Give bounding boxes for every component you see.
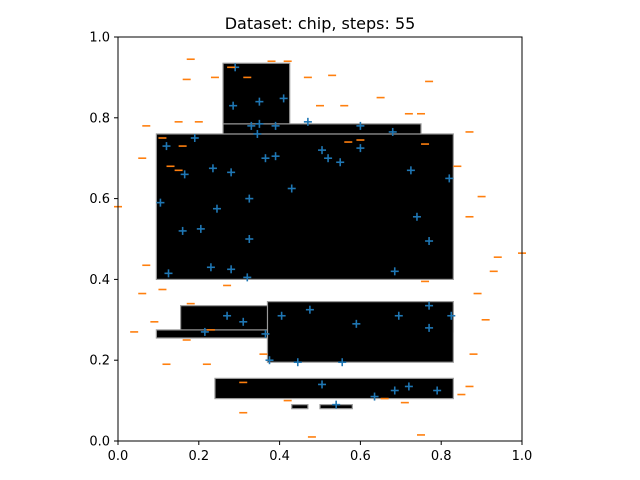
plus-marker xyxy=(261,329,270,338)
plus-marker xyxy=(156,198,165,207)
plus-marker xyxy=(336,158,345,167)
plus-marker xyxy=(190,134,199,142)
plus-marker xyxy=(404,382,413,391)
plus-marker xyxy=(196,224,205,233)
plus-marker xyxy=(200,327,209,336)
x-tick-label: 0.2 xyxy=(188,449,209,464)
plus-marker xyxy=(394,311,403,320)
decision-region xyxy=(155,62,454,410)
plus-marker xyxy=(277,311,286,320)
plus-marker xyxy=(356,144,365,153)
plus-marker xyxy=(388,127,397,136)
y-tick-label: 0.0 xyxy=(89,435,110,450)
plus-marker xyxy=(445,174,454,183)
plus-marker xyxy=(390,386,399,395)
plus-marker xyxy=(318,146,327,155)
plus-marker xyxy=(245,235,254,243)
y-axis: 0.0 0.2 0.4 0.6 0.8 1.0 xyxy=(89,31,118,450)
region-block xyxy=(222,123,422,135)
plus-marker xyxy=(390,267,399,276)
plus-marker xyxy=(229,101,238,110)
plot-area-frame xyxy=(117,36,523,442)
y-tick-label: 0.4 xyxy=(89,273,110,288)
plus-marker xyxy=(293,358,302,367)
region-block xyxy=(155,329,271,339)
plus-marker xyxy=(243,273,252,282)
chart-title: Dataset: chip, steps: 55 xyxy=(225,14,416,33)
plus-marker xyxy=(303,117,312,126)
plus-marker xyxy=(433,386,442,395)
plus-marker xyxy=(447,311,456,320)
plus-marker xyxy=(324,154,333,163)
x-tick-label: 0.6 xyxy=(350,449,371,464)
plus-marker xyxy=(208,164,217,173)
plus-marker xyxy=(227,168,236,177)
y-tick-label: 1.0 xyxy=(89,31,110,46)
region-block xyxy=(291,404,309,410)
x-tick-label: 0.4 xyxy=(269,449,290,464)
plus-marker xyxy=(227,265,236,274)
plus-marker xyxy=(425,237,434,246)
plus-marker xyxy=(352,319,361,328)
plus-marker xyxy=(206,263,215,272)
plus-marker xyxy=(255,119,264,128)
plus-marker xyxy=(255,97,264,106)
region-block xyxy=(266,301,454,363)
x-tick-label: 0.0 xyxy=(108,449,129,464)
plus-marker xyxy=(239,317,248,326)
plus-marker xyxy=(212,204,221,213)
plus-marker xyxy=(271,121,280,130)
plus-marker xyxy=(180,170,189,179)
plus-marker xyxy=(247,121,256,130)
region-block xyxy=(155,133,454,281)
plus-marker xyxy=(425,301,434,310)
y-tick-label: 0.6 xyxy=(89,192,110,207)
plus-marker xyxy=(338,358,347,367)
region-block xyxy=(214,377,454,400)
plus-marker xyxy=(318,380,327,389)
x-tick-label: 0.8 xyxy=(431,449,452,464)
plus-marker xyxy=(271,152,280,161)
plus-marker xyxy=(412,212,421,221)
plus-marker xyxy=(425,323,434,332)
plus-marker xyxy=(406,166,415,175)
plus-marker xyxy=(245,194,254,203)
plus-marker xyxy=(164,269,173,278)
plus-marker xyxy=(178,226,187,235)
plus-marker xyxy=(305,305,314,314)
region-block xyxy=(222,62,291,125)
plus-marker xyxy=(162,142,171,151)
plus-marker xyxy=(223,311,232,320)
x-axis: 0.0 0.2 0.4 0.6 0.8 1.0 xyxy=(108,441,533,464)
plus-marker xyxy=(279,94,288,103)
x-tick-label: 1.0 xyxy=(512,449,533,464)
plus-marker xyxy=(370,392,379,401)
plus-marker xyxy=(261,154,270,163)
data-points xyxy=(114,58,526,438)
y-tick-label: 0.8 xyxy=(89,111,110,126)
plus-marker xyxy=(356,121,365,130)
y-tick-label: 0.2 xyxy=(89,354,110,369)
plus-marker xyxy=(287,184,296,193)
plus-marker xyxy=(332,400,341,409)
plus-marker xyxy=(265,356,274,365)
plus-marker xyxy=(253,129,262,138)
